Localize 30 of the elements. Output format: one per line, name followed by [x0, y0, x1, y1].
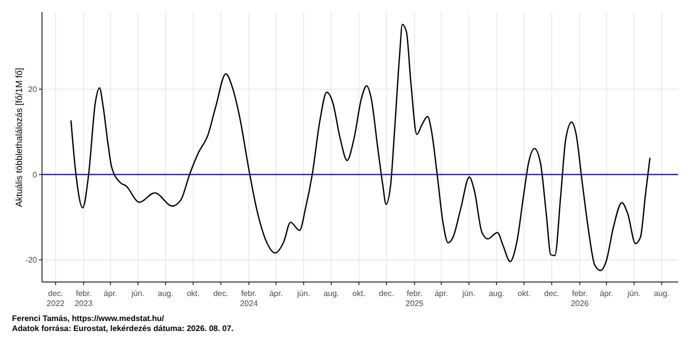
x-tick-label: aug. — [158, 289, 174, 298]
x-tick-label: aug. — [488, 289, 504, 298]
x-tick-label: dec. — [213, 289, 228, 298]
x-tick-label: okt. — [186, 289, 200, 298]
x-tick-label: dec. — [378, 289, 394, 298]
y-axis-title: Aktuális többlethalálozás [fő/1M fő] — [14, 68, 24, 207]
x-tick-label: jún. — [626, 289, 641, 298]
x-tick-label: jún. — [461, 289, 476, 298]
x-tick-label: jún. — [296, 289, 310, 298]
y-tick-label: 20 — [28, 85, 38, 94]
x-tick-label: aug. — [323, 289, 340, 298]
x-tick-label: ápr. — [269, 289, 283, 298]
x-tick-label: jún. — [130, 289, 144, 298]
x-tick-label: ápr. — [600, 289, 614, 298]
x-tick-label: febr. 2026 — [570, 289, 590, 308]
text: Adatok forrása: Eurostat, lekérdezés dátuma: 2026. 08. 07. — [12, 324, 234, 334]
x-tick-label: okt. — [518, 289, 531, 298]
x-tick-label: febr. 2025 — [406, 289, 424, 308]
line-series — [70, 24, 651, 272]
x-tick-label: ápr. — [434, 289, 448, 298]
y-tick-label: 0 — [32, 170, 38, 180]
text: Ferenci Tamás, https://www.medstat.hu/ — [12, 314, 166, 324]
x-tick-label: ápr. — [104, 289, 118, 298]
x-tick-label: febr. 2024 — [240, 289, 258, 308]
y-tick-label: -20 — [25, 256, 38, 265]
x-tick-label: okt. — [352, 289, 366, 298]
x-tick-label: dec. 2022 — [46, 289, 66, 308]
x-tick-label: dec. — [544, 289, 560, 298]
x-tick-label: febr. 2023 — [74, 289, 94, 308]
x-tick-label: aug. — [654, 289, 670, 298]
